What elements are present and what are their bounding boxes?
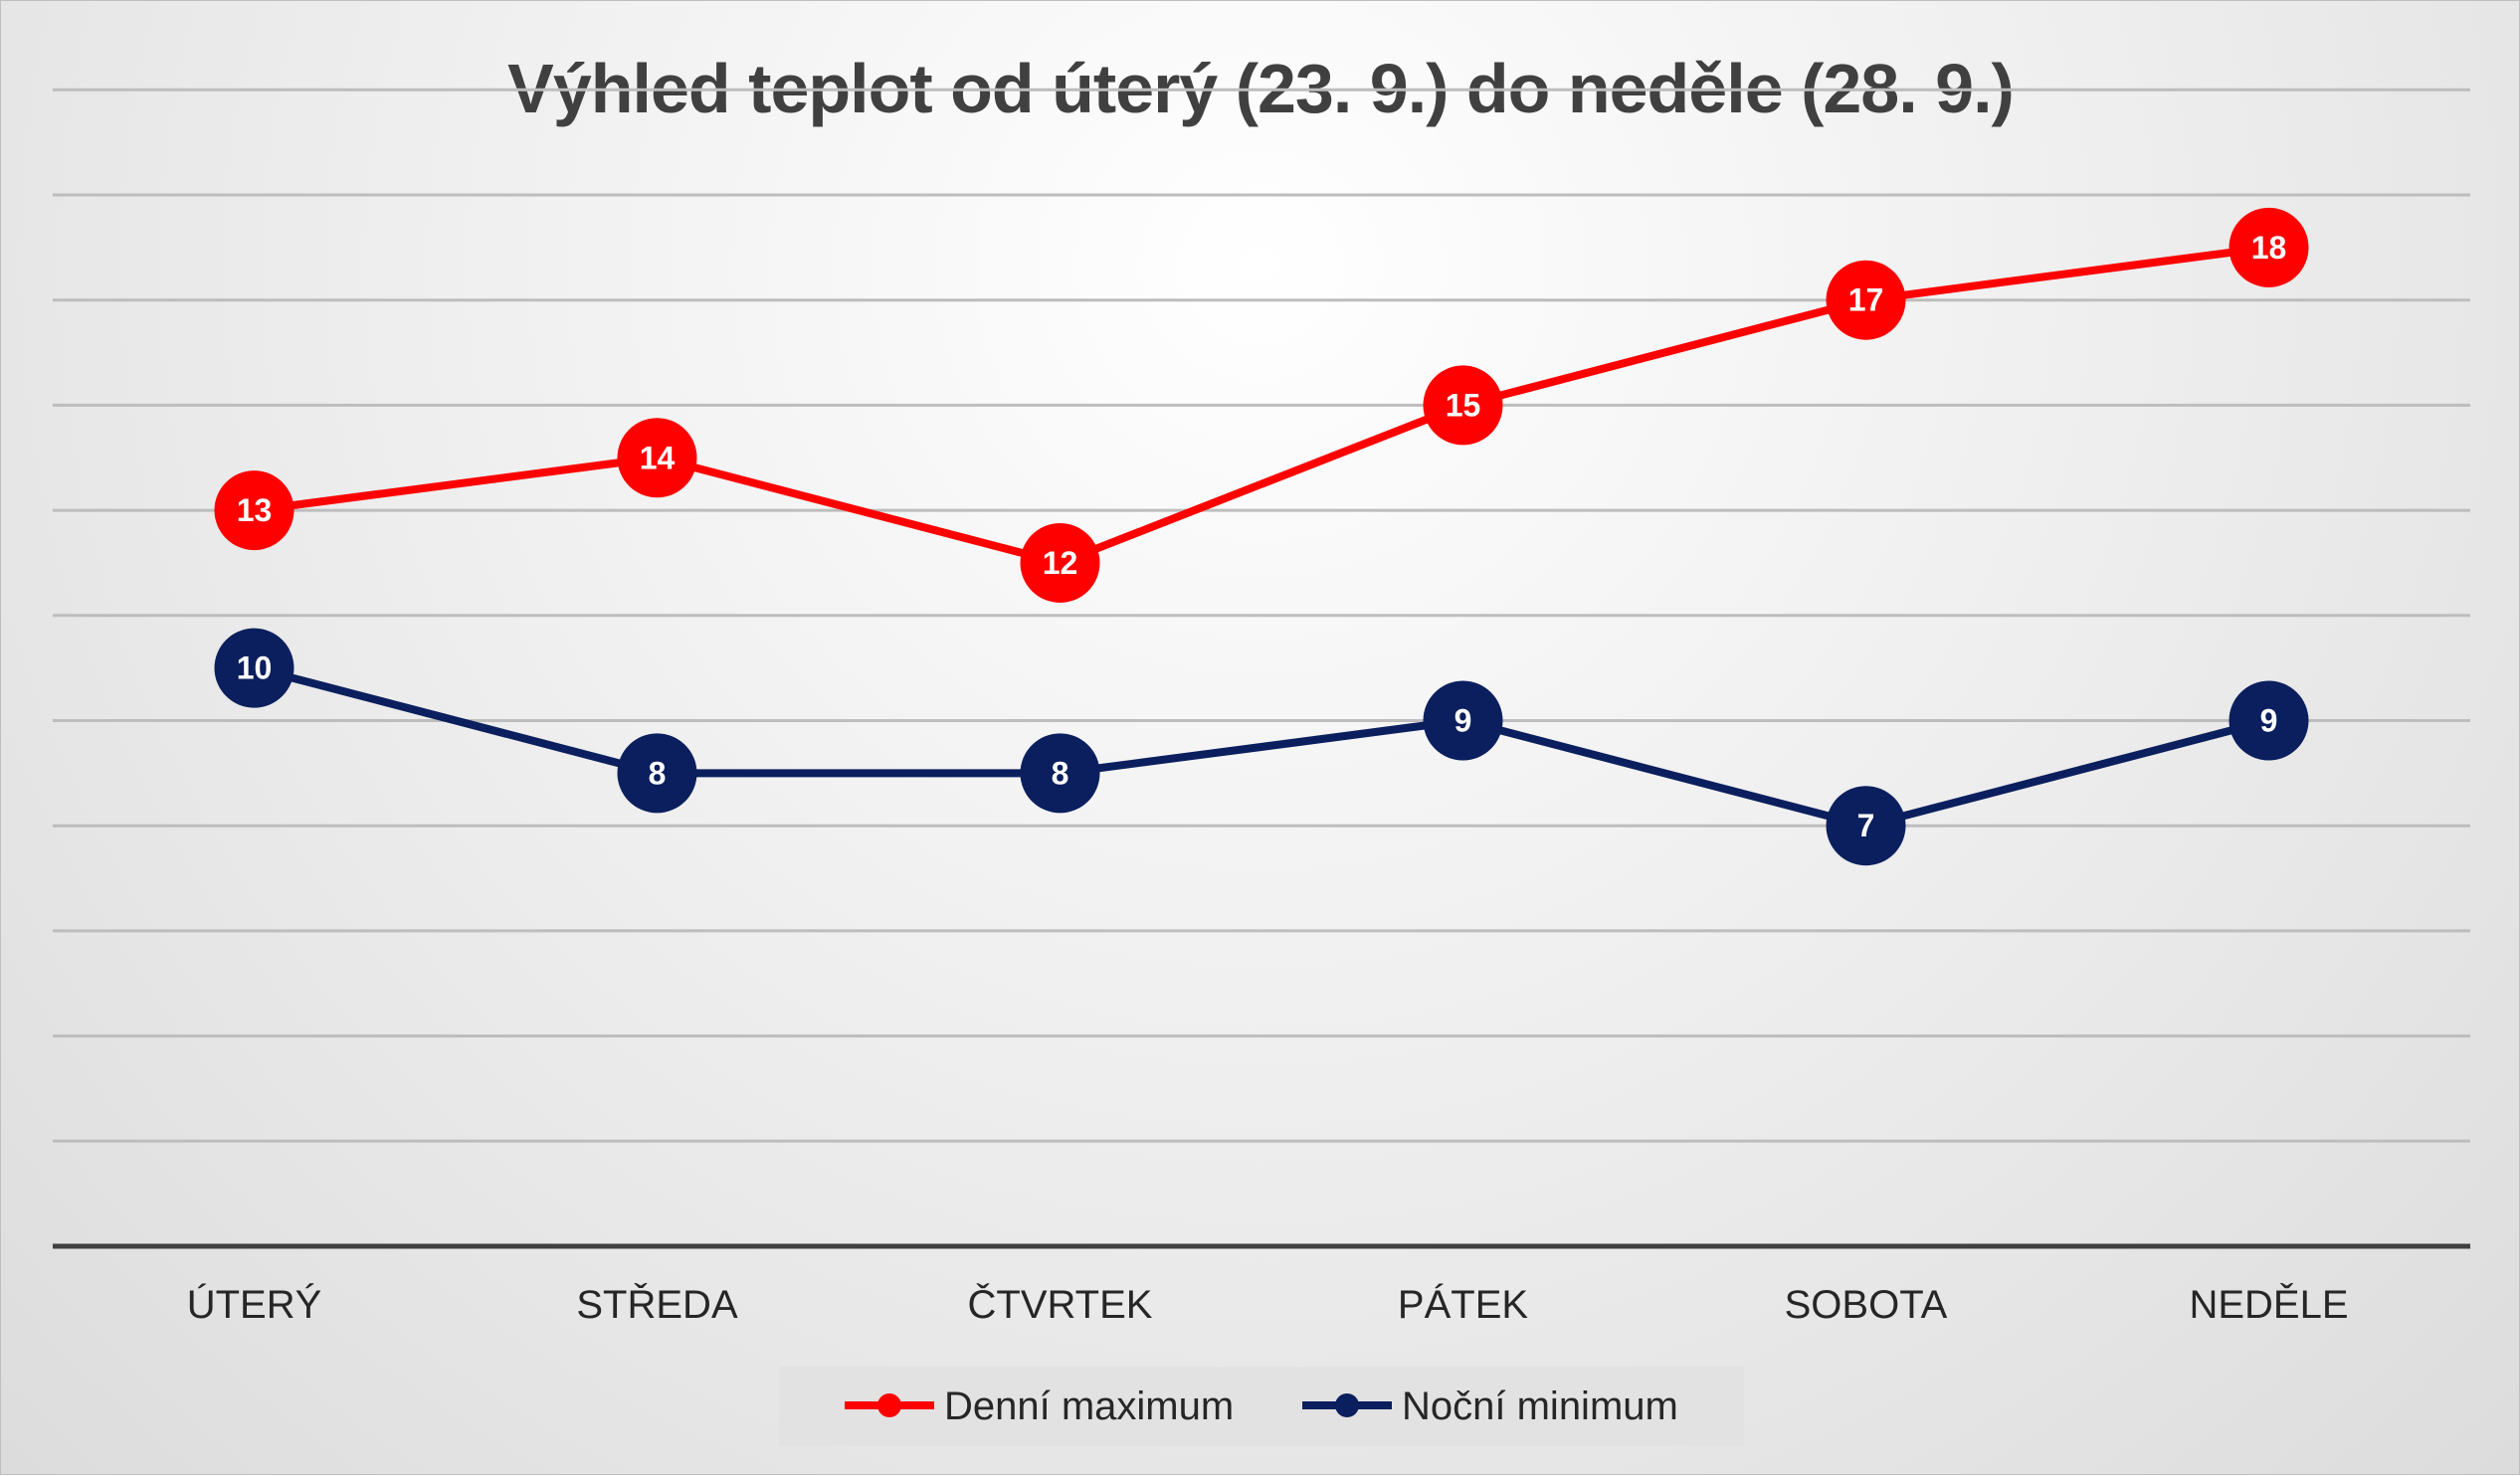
data-label: 18	[2251, 230, 2287, 266]
data-label: 12	[1043, 545, 1078, 581]
legend-label: Denní maximum	[944, 1384, 1234, 1428]
legend-marker	[1335, 1393, 1359, 1417]
data-point	[2229, 207, 2309, 287]
data-point	[617, 733, 697, 814]
category-label: PÁTEK	[1398, 1282, 1528, 1327]
data-label: 15	[1446, 387, 1481, 423]
data-label: 8	[1052, 755, 1069, 791]
legend-box	[779, 1367, 1744, 1446]
category-label: ÚTERÝ	[187, 1282, 322, 1327]
data-label: 9	[1454, 703, 1472, 739]
data-label: 14	[640, 440, 676, 475]
series-line	[253, 663, 2270, 830]
series-group: 13 14 12 15 17 18	[214, 207, 2309, 603]
data-point	[1423, 680, 1503, 761]
series-line	[253, 243, 2270, 567]
series-layer: 13 14 12 15 17 18 10 8 8 9 7 9	[214, 207, 2309, 866]
data-label: 13	[237, 492, 273, 528]
data-point	[214, 628, 294, 708]
data-point	[1423, 365, 1503, 446]
data-point	[1826, 260, 1906, 340]
data-label: 8	[649, 755, 667, 791]
category-label: ČTVRTEK	[968, 1282, 1153, 1327]
data-point	[617, 418, 697, 498]
data-label: 10	[237, 650, 273, 686]
data-label: 17	[1848, 282, 1884, 318]
category-label: NEDĚLE	[2189, 1282, 2348, 1327]
legend: Denní maximum Noční minimum	[779, 1367, 1744, 1446]
gridlines	[53, 88, 2470, 1143]
category-label: STŘEDA	[576, 1282, 738, 1327]
legend-label: Noční minimum	[1402, 1384, 1678, 1428]
series-group: 10 8 8 9 7 9	[214, 628, 2309, 866]
category-label: SOBOTA	[1785, 1283, 1948, 1327]
data-label: 9	[2260, 703, 2278, 739]
data-point	[1020, 733, 1100, 814]
data-point	[1826, 786, 1906, 866]
data-point	[1020, 522, 1100, 603]
data-point	[214, 470, 294, 551]
data-label: 7	[1857, 808, 1875, 843]
legend-marker	[877, 1393, 901, 1417]
category-labels: ÚTERÝ STŘEDA ČTVRTEK PÁTEK SOBOTA NEDĚLE	[187, 1282, 2349, 1327]
data-point	[2229, 680, 2309, 761]
